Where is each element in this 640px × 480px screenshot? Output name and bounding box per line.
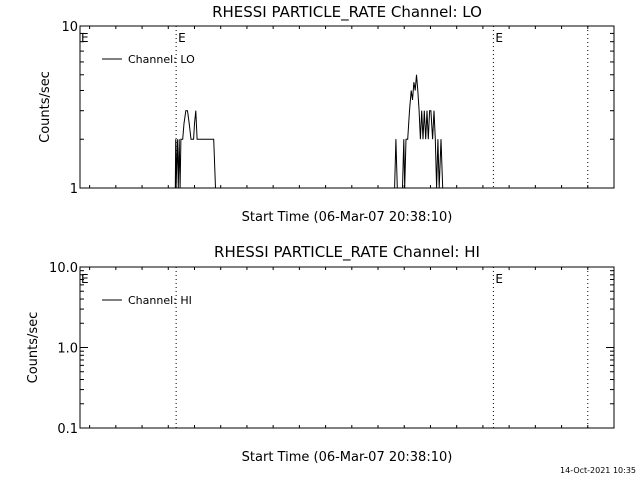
y-tick-label: 0.1: [57, 422, 78, 437]
y-tick-label: 1: [70, 182, 78, 197]
lo-channel-panel: RHESSI PARTICLE_RATE Channel: LO20:4521:…: [38, 3, 615, 225]
x-axis-label: Start Time (06-Mar-07 20:38:10): [242, 210, 453, 225]
flag-label: E: [81, 31, 89, 45]
y-tick-label: 1.0: [57, 342, 78, 357]
y-axis-label: Counts/sec: [38, 71, 53, 143]
generation-timestamp: 14-Oct-2021 10:35: [560, 466, 636, 475]
plot-frame: [79, 25, 615, 189]
y-tick-label: 10: [61, 20, 78, 35]
legend-entry: Channel: HI: [128, 294, 192, 307]
flag-label: E: [81, 272, 89, 286]
plot-frame: [79, 266, 615, 429]
chart-title: RHESSI PARTICLE_RATE Channel: HI: [214, 243, 480, 262]
y-tick-label: 10.0: [49, 261, 78, 276]
hi-channel-panel: RHESSI PARTICLE_RATE Channel: HI20:4521:…: [26, 243, 615, 465]
legend-entry: Channel: LO: [128, 53, 195, 66]
x-axis-label: Start Time (06-Mar-07 20:38:10): [242, 450, 453, 465]
flag-label: E: [178, 31, 186, 45]
y-axis-label: Counts/sec: [26, 312, 41, 384]
flag-label: E: [495, 272, 503, 286]
chart-title: RHESSI PARTICLE_RATE Channel: LO: [212, 3, 482, 22]
series-line: [174, 74, 445, 189]
flag-label: E: [495, 31, 503, 45]
